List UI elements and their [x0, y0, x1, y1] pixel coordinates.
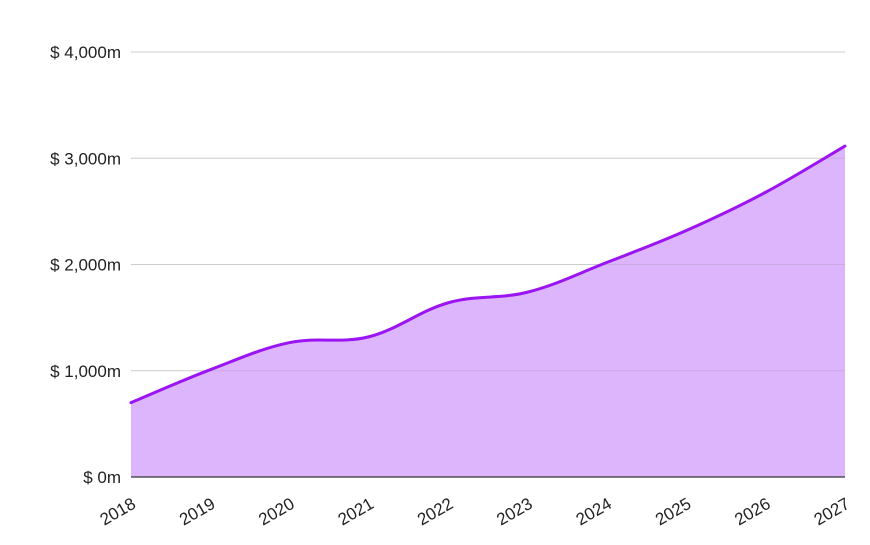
x-axis-tick-labels: 2018 2019 2020 2021 2022 2023 2024 2025 2026 2027: [97, 494, 853, 529]
y-tick-label: $ 0m: [83, 468, 121, 487]
y-tick-label: $ 3,000m: [50, 149, 121, 168]
y-axis-tick-labels: $ 0m $ 1,000m $ 2,000m $ 3,000m $ 4,000m: [50, 43, 121, 487]
series-line: [129, 144, 847, 405]
x-tick-label: 2022: [414, 494, 456, 529]
y-tick-label: $ 4,000m: [50, 43, 121, 62]
x-tick-label: 2019: [176, 494, 218, 529]
x-tick-label: 2025: [652, 494, 694, 529]
x-tick-label: 2027: [811, 494, 853, 529]
area-fill: [131, 146, 845, 477]
y-tick-label: $ 1,000m: [50, 362, 121, 381]
x-tick-label: 2018: [97, 494, 139, 529]
y-tick-label: $ 2,000m: [50, 256, 121, 275]
x-tick-label: 2026: [731, 494, 773, 529]
x-tick-label: 2021: [335, 494, 377, 529]
x-tick-label: 2023: [493, 494, 535, 529]
x-tick-label: 2024: [573, 494, 615, 529]
x-tick-label: 2020: [255, 494, 297, 529]
